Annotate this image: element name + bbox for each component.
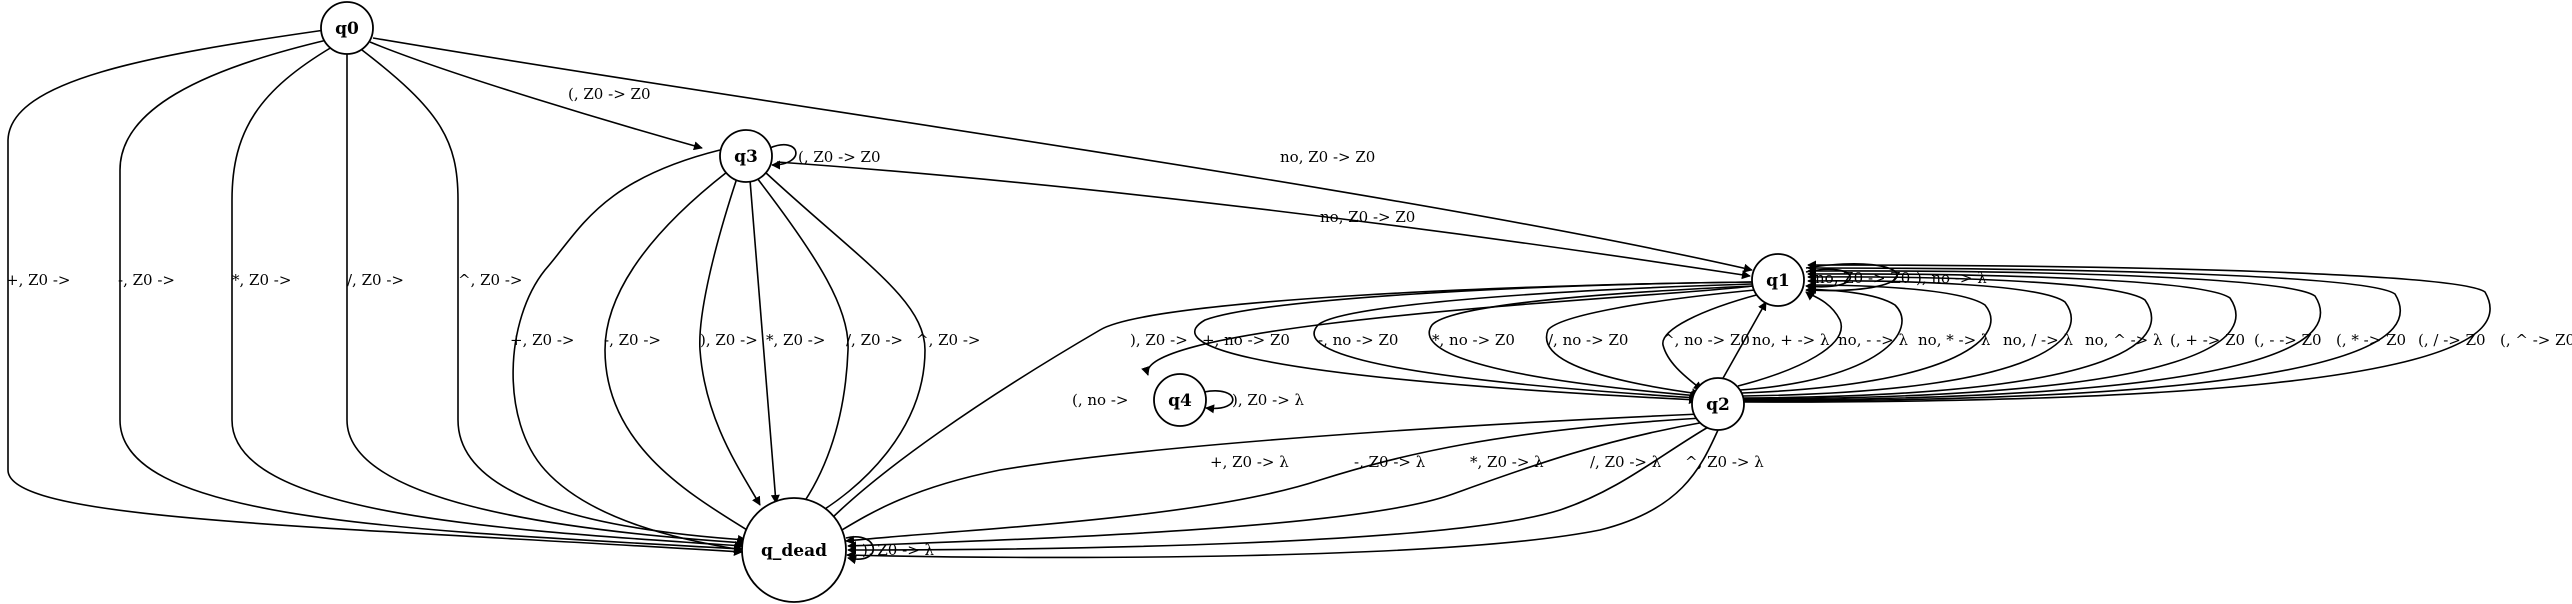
- edge-q0-q1: no, Z0 -> Z0: [372, 37, 1753, 273]
- edge-label: (, * -> Z0: [2336, 331, 2406, 349]
- edge-q3-q1: no, Z0 -> Z0: [776, 161, 1751, 280]
- edge-label: +, Z0 -> λ: [1210, 453, 1289, 471]
- edge-label: ^, no -> Z0: [1662, 331, 1750, 349]
- edge-label: ^, Z0 ->: [458, 271, 522, 289]
- edge-q3-dead-rparen: ), Z0 ->: [698, 177, 761, 506]
- edge-label: (, + -> Z0: [2170, 331, 2245, 349]
- edge-q0-q3: (, Z0 -> Z0: [369, 41, 703, 151]
- state-label: q_dead: [761, 541, 827, 561]
- state-label: q3: [734, 147, 758, 167]
- edge-label: ), Z0 -> λ: [862, 541, 935, 559]
- edge-q3-dead-pow: ^, Z0 ->: [764, 171, 980, 519]
- edge-q1-q2-mul: *, no -> Z0: [1428, 285, 1754, 400]
- edge-label: ), Z0 -> λ: [1232, 391, 1305, 409]
- edge-label: /, Z0 ->: [347, 271, 404, 289]
- edge-label: +, no -> Z0: [1202, 331, 1290, 349]
- edge-q3-dead-div: /, Z0 ->: [756, 177, 903, 509]
- edge-q1-q2-plus: +, no -> Z0: [1194, 281, 1753, 405]
- edge-label: -, no -> Z0: [1318, 331, 1398, 349]
- edge-q2-q1-lp-minus: (, - -> Z0: [1742, 269, 2322, 400]
- edge-label: +, Z0 ->: [510, 331, 574, 349]
- edge-q0-dead-plus: +, Z0 ->: [6, 29, 743, 556]
- edge-q2-dead-plus: +, Z0 -> λ: [829, 413, 1701, 538]
- edge-q2-dead-mul: *, Z0 -> λ: [847, 421, 1706, 551]
- state-q1[interactable]: q1: [1751, 253, 1805, 307]
- edge-label: *, Z0 ->: [766, 331, 825, 349]
- edge-label: *, Z0 -> λ: [1470, 453, 1544, 471]
- edge-q0-dead-minus: -, Z0 ->: [118, 39, 743, 554]
- state-label: q4: [1168, 391, 1192, 411]
- edge-label: +, Z0 ->: [6, 271, 70, 289]
- edge-label: /, Z0 ->: [846, 331, 903, 349]
- edge-label: no, / -> λ: [2003, 331, 2073, 349]
- edge-q0-dead-pow: ^, Z0 ->: [361, 49, 747, 544]
- edge-label: (, / -> Z0: [2418, 331, 2486, 349]
- edge-label: /, Z0 -> λ: [1590, 453, 1662, 471]
- edge-q2-q1-lp-mul: (, * -> Z0: [1742, 266, 2406, 401]
- state-label: q2: [1706, 395, 1730, 415]
- edge-q2-dead-div: /, Z0 -> λ: [847, 425, 1711, 555]
- state-q0[interactable]: q0: [320, 1, 374, 55]
- edge-q2-q1-mul: no, * -> λ: [1739, 284, 1991, 391]
- edge-q2-dead-minus: -, Z0 -> λ: [845, 417, 1703, 545]
- edge-label: (, - -> Z0: [2254, 331, 2322, 349]
- edge-q2-dead-pow: ^, Z0 -> λ: [846, 429, 1764, 560]
- edge-label: (, Z0 -> Z0: [798, 148, 881, 166]
- edge-q3-dead-mul: *, Z0 ->: [749, 179, 825, 504]
- state-q2[interactable]: q2: [1691, 377, 1745, 431]
- edge-label: no, ^ -> λ: [2085, 331, 2163, 349]
- edge-label: *, no -> Z0: [1432, 331, 1515, 349]
- edge-q3-dead-plus: +, Z0 ->: [510, 149, 743, 554]
- state-q-dead[interactable]: q_dead: [741, 497, 847, 603]
- edge-label: ), Z0 ->: [700, 331, 758, 349]
- edge-dead-self: ), Z0 -> λ: [845, 536, 935, 565]
- edge-label: ), Z0 ->: [1130, 331, 1188, 349]
- edge-label: (, ^ -> Z0: [2500, 331, 2572, 349]
- edge-label: *, Z0 ->: [232, 271, 291, 289]
- edge-label: no, * -> λ: [1918, 331, 1991, 349]
- edge-label: no, Z0 -> Z0: [1280, 148, 1375, 166]
- state-label: q1: [1766, 271, 1790, 291]
- edge-q1-q2-pow: ^, no -> Z0: [1662, 293, 1761, 391]
- edge-q0-dead-mul: *, Z0 ->: [231, 46, 744, 550]
- edge-label: -, Z0 ->: [604, 331, 661, 349]
- edge-q2-q1-plus: no, + -> λ: [1721, 301, 1830, 381]
- edge-q1-q2-div: /, no -> Z0: [1545, 289, 1756, 398]
- edge-q3-self: (, Z0 -> Z0: [769, 143, 881, 170]
- edge-label: -, Z0 -> λ: [1354, 453, 1426, 471]
- state-label: q0: [335, 19, 359, 39]
- state-q3[interactable]: q3: [719, 129, 773, 183]
- edge-label: no, + -> λ: [1752, 331, 1830, 349]
- edge-label: /, no -> Z0: [1548, 331, 1628, 349]
- edge-label: ^, Z0 ->: [916, 331, 980, 349]
- edge-q1-q4: ), Z0 ->: [1130, 285, 1753, 376]
- edge-label: (, no ->: [1072, 391, 1128, 409]
- edge-q2-q1-lp-pow: (, ^ -> Z0: [1742, 260, 2572, 403]
- edge-q0-dead-div: /, Z0 ->: [346, 52, 746, 547]
- edge-q3-dead-minus: -, Z0 ->: [604, 171, 756, 536]
- edge-q1-q2-minus: -, no -> Z0: [1313, 283, 1753, 402]
- edge-label: (, Z0 -> Z0: [568, 85, 651, 103]
- edge-label: no, Z0 -> Z0: [1320, 208, 1415, 226]
- edge-label: ^, Z0 -> λ: [1685, 453, 1764, 471]
- edge-q2-q1-lp-div: (, / -> Z0: [1742, 263, 2486, 402]
- edge-q4-self: ), Z0 -> λ: [1203, 390, 1305, 414]
- state-q4[interactable]: q4: [1153, 373, 1207, 427]
- edge-label: -, Z0 ->: [118, 271, 175, 289]
- edge-q2-q1-pow: no, ^ -> λ: [1742, 276, 2163, 397]
